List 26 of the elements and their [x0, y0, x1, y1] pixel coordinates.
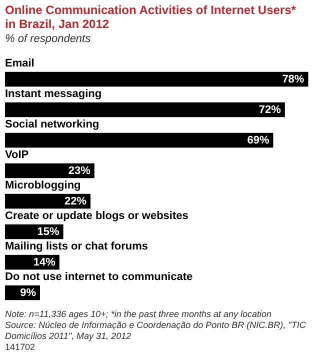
- y-tick-label: Instant messaging: [5, 88, 102, 100]
- data-label: 23%: [68, 164, 91, 177]
- data-label: 72%: [258, 104, 282, 116]
- chart-title: Online Communication Activities of Internet Users* in Brazil, Jan 2012: [5, 3, 297, 31]
- y-tick-label: Social networking: [5, 118, 100, 130]
- text: 141702: [5, 342, 36, 353]
- y-tick-label: Do not use internet to communicate: [5, 270, 193, 283]
- bar: [5, 163, 94, 178]
- data-label: 22%: [64, 195, 87, 208]
- y-tick-label: Mailing lists or chat forums: [5, 240, 148, 252]
- data-label: 15%: [37, 226, 60, 238]
- source-note: Source: Núcleo de Informação e Coordenação do Ponto BR (NIC.BR), "TIC Domicílios 2011", May 31, 2012: [5, 320, 307, 342]
- y-tick-label: Create or update blogs or websites: [5, 210, 188, 222]
- text: Note: n=11,336 ages 10+; *in the past three months at any location: [5, 309, 273, 320]
- data-label: 78%: [282, 73, 304, 86]
- y-tick-label: Microblogging: [5, 179, 81, 192]
- data-label: 14%: [33, 256, 56, 268]
- chart-subtitle: % of respondents: [5, 33, 91, 45]
- bar: [5, 102, 285, 118]
- data-label: 9%: [20, 286, 36, 299]
- bar: [5, 72, 308, 87]
- y-tick-label: Email: [5, 57, 34, 70]
- bar: [5, 194, 91, 209]
- data-label: 69%: [247, 134, 270, 146]
- y-tick-label: VoIP: [5, 148, 29, 161]
- bar: [5, 132, 274, 148]
